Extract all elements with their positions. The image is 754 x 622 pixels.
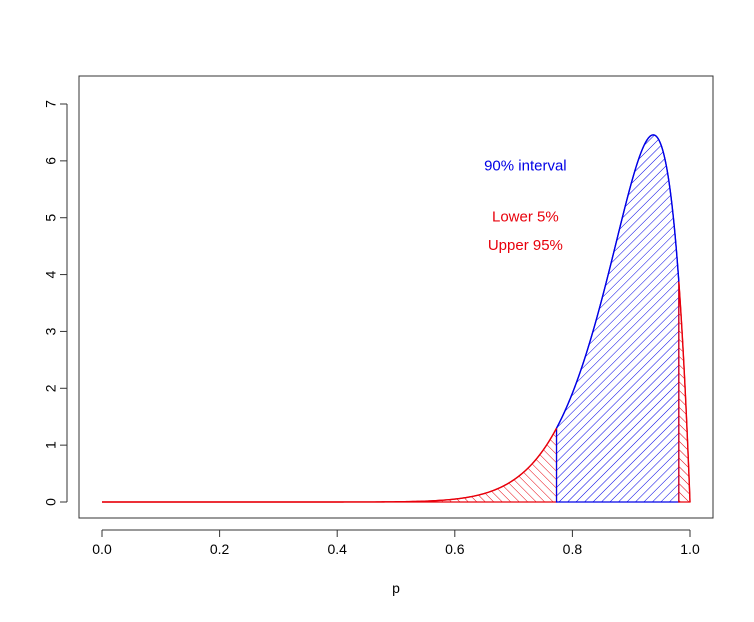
density-curve-interval: [555, 134, 680, 429]
y-tick-label: 3: [43, 327, 59, 335]
x-axis-label: p: [392, 580, 400, 596]
y-tick-label: 0: [43, 498, 59, 506]
y-axis: 0 1 2 3 4 5 6 7: [43, 100, 68, 506]
y-tick-label: 1: [43, 441, 59, 449]
x-tick-label: 0.0: [92, 541, 112, 557]
y-tick-label: 2: [43, 384, 59, 392]
y-tick-label: 5: [43, 214, 59, 222]
region-lower-tail: [102, 427, 558, 503]
x-tick-label: 0.4: [327, 541, 347, 557]
plot-box: [78, 75, 714, 519]
x-axis: 0.0 0.2 0.4 0.6 0.8 1.0: [92, 529, 700, 557]
annotations: 90% interval Lower 5% Upper 95%: [484, 158, 567, 255]
x-tick-label: 0.2: [210, 541, 230, 557]
density-curve-lower-tail: [102, 427, 558, 503]
region-interval: [555, 134, 680, 503]
shaded-regions: [102, 134, 691, 503]
density-curve-upper-tail: [678, 281, 691, 503]
x-tick-label: 0.8: [563, 541, 583, 557]
y-tick-label: 6: [43, 157, 59, 165]
x-tick-label: 1.0: [680, 541, 700, 557]
y-tick-label: 7: [43, 100, 59, 108]
annotation-3: Upper 95%: [488, 237, 563, 254]
curve-layer: [102, 134, 691, 503]
x-tick-label: 0.6: [445, 541, 465, 557]
y-tick-label: 4: [43, 270, 59, 278]
annotation-1: 90% interval: [484, 158, 567, 175]
annotation-2: Lower 5%: [492, 209, 559, 226]
